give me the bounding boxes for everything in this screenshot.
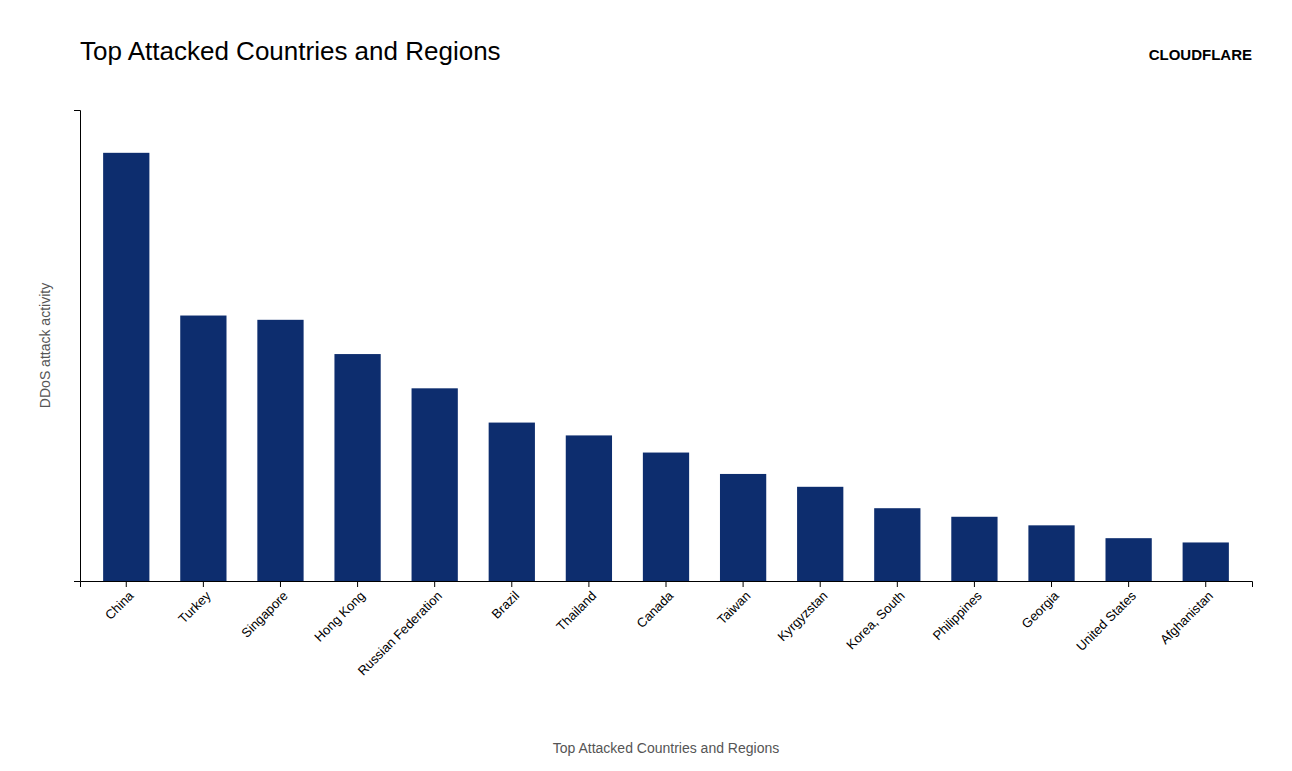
bar [334, 354, 380, 581]
x-tick-mark [820, 581, 821, 587]
x-tick-mark [1128, 581, 1129, 587]
bar [257, 320, 303, 581]
x-tick-mark [280, 581, 281, 587]
x-tick: Turkey [175, 581, 214, 626]
x-tick: China [102, 581, 137, 623]
x-tick-mark [1051, 581, 1052, 587]
bar [412, 388, 458, 581]
x-tick: United States [1073, 581, 1139, 654]
y-axis-line [74, 111, 81, 582]
x-tick-label: Singapore [238, 588, 291, 641]
bar [566, 435, 612, 581]
x-tick-mark [434, 581, 435, 587]
x-tick: Hong Kong [311, 581, 368, 645]
x-tick-mark [743, 581, 744, 587]
annotation: CLOUDFLARE [1149, 46, 1252, 63]
x-tick: Thailand [553, 581, 599, 634]
x-tick: Brazil [489, 581, 523, 622]
x-axis-title: Top Attacked Countries and Regions [553, 740, 779, 756]
bar [643, 453, 689, 581]
bar [1183, 542, 1229, 581]
plot: China Turkey Singapore Hong KongRussian Fed… [74, 111, 1253, 679]
x-tick: Singapore [238, 581, 291, 641]
bar [797, 487, 843, 581]
x-tick-label: Georgia [1019, 588, 1063, 632]
x-tick-label: Turkey [175, 588, 214, 627]
x-tick-label: Hong Kong [311, 588, 368, 645]
x-tick: Afghanistan [1157, 581, 1216, 647]
x-tick-mark [666, 581, 667, 587]
bar [874, 508, 920, 581]
title: Top Attacked Countries and Regions [80, 36, 501, 66]
bar [489, 423, 535, 581]
x-tick: Taiwan [714, 581, 753, 627]
bar [103, 153, 149, 581]
x-tick-mark [897, 581, 898, 587]
x-tick-mark [203, 581, 204, 587]
x-tick: Philippines [930, 581, 985, 643]
y-axis [74, 111, 81, 582]
x-tick-label: United States [1073, 588, 1139, 654]
x-tick: Canada [634, 581, 677, 631]
bar [951, 517, 997, 581]
x-tick-mark [974, 581, 975, 587]
x-tick-label: Russian Federation [355, 588, 445, 678]
y-axis-title: DDoS attack activity [37, 283, 53, 408]
bar [1028, 525, 1074, 581]
bar [1106, 538, 1152, 581]
x-tick-label: Korea, South [843, 588, 907, 652]
x-tick-label: Canada [634, 588, 677, 631]
x-tick-mark [1205, 581, 1206, 587]
x-tick-label: Brazil [489, 588, 523, 622]
x-tick-label: Kyrgyzstan [774, 588, 830, 644]
x-tick-label: Thailand [553, 588, 599, 634]
x-tick-label: China [102, 588, 137, 623]
x-axis: China Turkey Singapore Hong KongRussian Fed… [81, 581, 1253, 678]
x-tick: Russian Federation [355, 581, 445, 678]
x-tick-mark [588, 581, 589, 587]
x-tick-mark [357, 581, 358, 587]
x-tick-label: Taiwan [714, 588, 753, 627]
x-tick-label: Afghanistan [1157, 588, 1216, 647]
x-tick: Kyrgyzstan [774, 581, 830, 644]
bar [720, 474, 766, 581]
bars [103, 153, 1229, 581]
x-tick-mark [511, 581, 512, 587]
x-tick-label: Philippines [930, 588, 985, 643]
x-tick: Georgia [1019, 581, 1063, 631]
bar [180, 316, 226, 581]
x-tick-mark [126, 581, 127, 587]
x-tick: Korea, South [843, 581, 907, 652]
chart: China Turkey Singapore Hong KongRussian Fed… [0, 0, 1292, 771]
x-axis-line [81, 582, 1253, 588]
